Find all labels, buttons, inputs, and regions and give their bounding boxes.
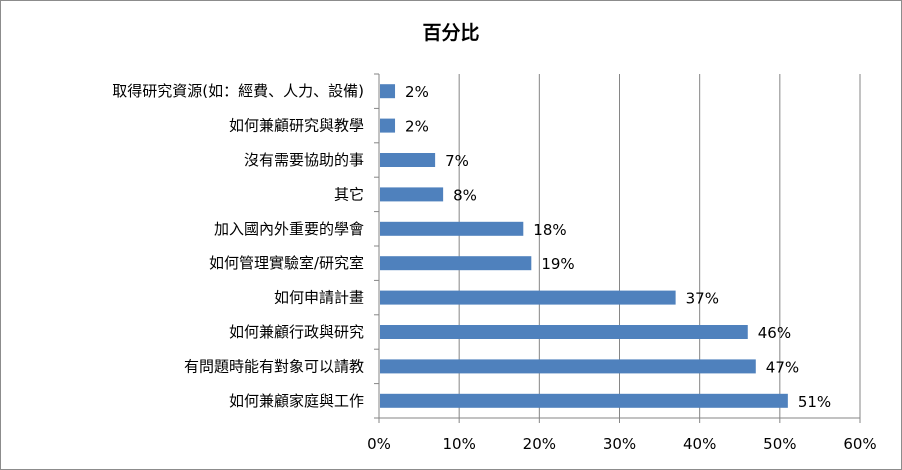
- category-label: 取得研究資源(如：經費、人力、設備): [112, 82, 364, 100]
- data-label: 7%: [445, 152, 469, 170]
- data-label: 8%: [453, 186, 477, 204]
- x-tick-label: 0%: [367, 435, 391, 453]
- x-tick-label: 30%: [603, 435, 636, 453]
- bar: [380, 256, 532, 271]
- bar: [380, 393, 788, 408]
- x-tick-label: 20%: [523, 435, 556, 453]
- data-label: 2%: [405, 83, 429, 101]
- data-label: 51%: [798, 393, 831, 411]
- category-label: 沒有需要協助的事: [244, 151, 364, 169]
- data-label: 18%: [533, 221, 566, 239]
- category-label: 如何兼顧行政與研究: [229, 323, 364, 341]
- category-label: 如何申請計畫: [274, 289, 364, 307]
- x-tick-label: 10%: [442, 435, 475, 453]
- category-label: 如何兼顧研究與教學: [229, 117, 364, 135]
- x-tick-label: 60%: [843, 435, 876, 453]
- category-label: 加入國內外重要的學會: [214, 220, 364, 238]
- data-label: 2%: [405, 118, 429, 136]
- data-label: 46%: [758, 324, 791, 342]
- data-label: 19%: [541, 255, 574, 273]
- bar: [380, 153, 436, 167]
- bar: [380, 187, 444, 202]
- data-label: 47%: [766, 358, 799, 376]
- category-label: 有問題時能有對象可以請教: [184, 357, 364, 375]
- chart-title: 百分比: [422, 22, 480, 44]
- bar: [380, 325, 748, 339]
- bar: [380, 118, 396, 133]
- data-label: 37%: [686, 290, 719, 308]
- category-label: 其它: [334, 185, 364, 203]
- category-label: 如何管理實驗室/研究室: [209, 254, 364, 272]
- bar: [380, 290, 676, 305]
- x-tick-label: 40%: [683, 435, 716, 453]
- category-label: 如何兼顧家庭與工作: [229, 392, 364, 410]
- x-tick-label: 50%: [763, 435, 796, 453]
- bar: [380, 84, 396, 99]
- bar: [380, 221, 524, 236]
- bar: [380, 359, 756, 374]
